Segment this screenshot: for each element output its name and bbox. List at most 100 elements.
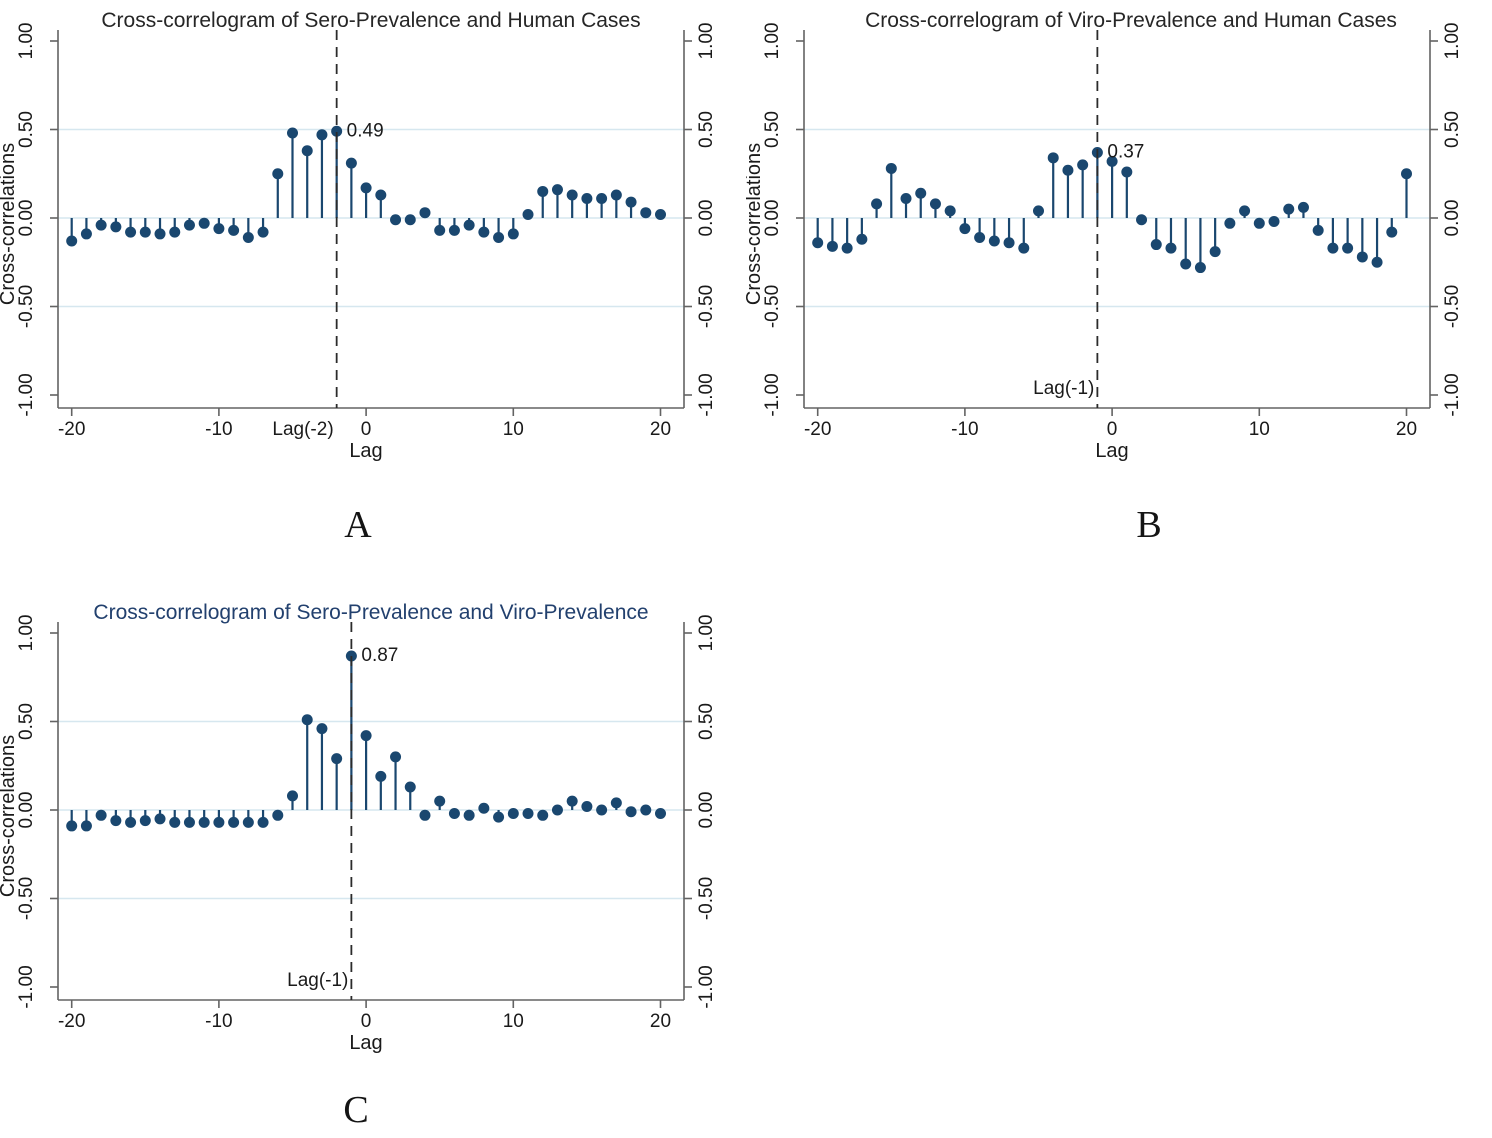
- data-point: [198, 217, 210, 229]
- data-point: [287, 127, 298, 139]
- data-point: [419, 207, 431, 219]
- y-tick-label: 0.50: [762, 111, 783, 148]
- data-point: [169, 816, 181, 828]
- data-point: [1180, 258, 1192, 270]
- y-tick-label: -1.00: [696, 373, 717, 416]
- data-point: [1239, 205, 1251, 217]
- y-axis-title: Cross-correlations: [0, 143, 19, 305]
- data-point: [448, 224, 460, 236]
- data-point: [1003, 237, 1015, 249]
- data-point: [242, 231, 254, 243]
- data-point: [1047, 152, 1059, 164]
- data-point: [900, 193, 912, 205]
- plot-layer: 1.00 1.000.50 0.500.00 0.00-0.50 -0.50-1.00-…: [16, 615, 717, 1032]
- y-tick-label: 0.50: [1442, 111, 1463, 148]
- data-point: [551, 804, 563, 816]
- data-point: [826, 240, 838, 252]
- data-point: [1401, 168, 1412, 180]
- data-point: [871, 198, 883, 210]
- data-point: [856, 233, 868, 245]
- y-tick-label: -0.50: [16, 285, 37, 328]
- x-tick-label: 10: [503, 1011, 524, 1032]
- y-tick-label: -0.50: [16, 877, 37, 920]
- data-point: [316, 723, 328, 735]
- data-point: [139, 226, 151, 238]
- y-tick-label: 1.00: [762, 23, 783, 60]
- data-point: [228, 816, 240, 828]
- data-point: [537, 809, 549, 821]
- x-tick-label: 10: [1249, 419, 1270, 440]
- panel-c: 1.00 1.00 0.50 0.50 0.00 0.00 -0.50 -0.50 -1.00-…: [0, 592, 746, 1072]
- y-tick-label: 1.00: [16, 615, 37, 652]
- data-point: [1386, 226, 1398, 238]
- data-point: [507, 228, 519, 240]
- data-point: [125, 226, 137, 238]
- data-point: [404, 781, 416, 793]
- cross-correlogram-chart-a: 1.00 1.000.50 0.500.00 0.00-0.50 -0.50-1.00-…: [0, 9, 717, 462]
- data-point: [1268, 216, 1280, 228]
- data-point: [655, 208, 666, 220]
- data-point: [66, 235, 78, 247]
- y-tick-label: 0.00: [696, 792, 717, 829]
- data-point: [360, 730, 372, 742]
- x-axis-title: Lag: [1095, 440, 1128, 462]
- data-point: [404, 214, 416, 226]
- data-point: [596, 193, 608, 205]
- panel-label-a: A: [344, 504, 372, 546]
- plot-layer: 1.00 1.000.50 0.500.00 0.00-0.50 -0.50-1.00-…: [762, 23, 1463, 440]
- panel-a: 1.00 1.00 0.50 0.50 0.00 0.00 -0.50 -0.50 -1.00-…: [0, 0, 746, 480]
- data-point: [80, 228, 92, 240]
- data-point: [463, 809, 475, 821]
- data-point: [257, 816, 269, 828]
- data-point: [183, 816, 195, 828]
- data-point: [1342, 242, 1354, 254]
- panel-b: 1.00 1.00 0.50 0.50 0.00 0.00 -0.50 -0.50 -1.00-…: [746, 0, 1492, 480]
- data-point: [841, 242, 853, 254]
- y-tick-label: 0.00: [16, 200, 37, 237]
- y-tick-label: -0.50: [1442, 285, 1463, 328]
- x-axis-title: Lag: [349, 1032, 382, 1054]
- data-point: [625, 806, 637, 818]
- data-point: [1121, 166, 1133, 178]
- data-point: [1356, 251, 1368, 263]
- data-point: [522, 208, 534, 220]
- x-tick-label: 0: [361, 1011, 372, 1032]
- y-tick-label: 0.00: [762, 200, 783, 237]
- dashed-line-label: Lag(-2): [272, 419, 333, 440]
- data-point: [581, 193, 593, 205]
- data-point: [1327, 242, 1339, 254]
- data-point: [125, 816, 137, 828]
- data-point: [566, 189, 578, 201]
- data-point: [988, 235, 1000, 247]
- data-point: [257, 226, 269, 238]
- data-point: [1283, 203, 1295, 215]
- data-point: [316, 129, 328, 141]
- data-point: [390, 214, 402, 226]
- data-point: [183, 219, 195, 231]
- data-point: [434, 795, 446, 807]
- data-point: [198, 816, 210, 828]
- x-tick-label: -10: [951, 419, 978, 440]
- data-point: [95, 219, 107, 231]
- y-tick-label: -1.00: [696, 965, 717, 1008]
- y-tick-label: 0.50: [696, 703, 717, 740]
- data-point: [812, 237, 824, 249]
- panel-label-b: B: [1136, 504, 1162, 546]
- data-point: [974, 231, 986, 243]
- data-point: [213, 816, 225, 828]
- y-tick-label: -0.50: [696, 877, 717, 920]
- x-tick-label: -10: [205, 419, 232, 440]
- y-tick-label: -0.50: [696, 285, 717, 328]
- data-point: [640, 804, 652, 816]
- data-point: [1062, 164, 1074, 176]
- data-point: [331, 125, 343, 137]
- dashed-line-label: Lag(-1): [287, 970, 348, 991]
- x-tick-label: 20: [1396, 419, 1417, 440]
- data-point: [463, 219, 475, 231]
- data-point: [1194, 262, 1206, 274]
- x-tick-label: 20: [650, 1011, 671, 1032]
- data-point: [1077, 159, 1089, 171]
- data-point: [507, 808, 519, 820]
- data-point: [596, 804, 608, 816]
- y-tick-label: -1.00: [762, 373, 783, 416]
